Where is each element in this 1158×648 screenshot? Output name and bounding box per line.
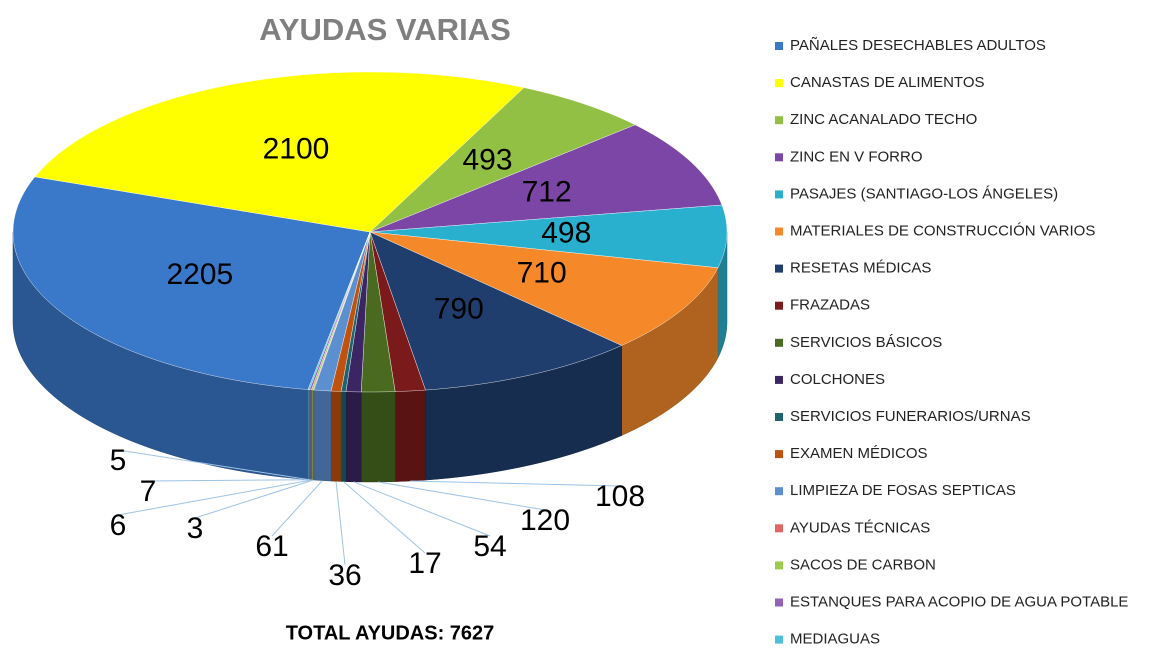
pie-slice: [307, 231, 371, 390]
pie-side: [307, 389, 310, 480]
leader-line: [410, 480, 621, 487]
value-label: 7: [140, 475, 157, 508]
leader-line: [378, 481, 546, 511]
legend-swatch: [775, 79, 783, 88]
leader-line: [335, 481, 346, 566]
legend-label: MEDIAGUAS: [790, 631, 880, 648]
legend-label: AYUDAS TÉCNICAS: [790, 519, 930, 536]
pie-side: [313, 389, 332, 482]
value-label: 5: [110, 444, 127, 477]
leader-line: [271, 480, 323, 537]
legend-swatch: [775, 450, 783, 459]
value-label: 493: [462, 143, 512, 176]
legend-label: FRAZADAS: [790, 297, 870, 314]
legend-label: COLCHONES: [790, 371, 885, 388]
legend-label: RESETAS MÉDICAS: [790, 260, 931, 277]
pie-side: [311, 389, 314, 481]
legend-swatch: [775, 598, 783, 607]
value-label: 6: [110, 509, 127, 542]
legend-label: SACOS DE CARBON: [790, 556, 936, 573]
legend-label: ESTANQUES PARA ACOPIO DE AGUA POTABLE: [790, 593, 1128, 610]
value-label: 790: [434, 292, 484, 325]
legend-swatch: [775, 524, 783, 533]
value-label: 17: [408, 547, 441, 580]
legend-label: CANASTAS DE ALIMENTOS: [790, 74, 985, 91]
legend-label: SERVICIOS FUNERARIOS/URNAS: [790, 408, 1031, 425]
pie-slice: [369, 231, 623, 391]
pie-side: [394, 389, 426, 482]
legend-swatch: [775, 375, 783, 384]
value-label: 36: [328, 559, 361, 592]
legend-swatch: [775, 116, 783, 125]
pie-side: [309, 389, 312, 481]
value-label: 712: [522, 176, 572, 209]
legend-swatch: [775, 42, 783, 50]
pie-slice: [369, 231, 719, 346]
legend-swatch: [775, 487, 783, 496]
leader-line: [194, 479, 314, 519]
legend-swatch: [775, 227, 783, 236]
legend-swatch: [775, 338, 783, 347]
pie-slice: [34, 71, 525, 233]
value-label: 2100: [263, 132, 330, 165]
legend-label: LIMPIEZA DE FOSAS SEPTICAS: [790, 482, 1016, 499]
leader-line: [343, 481, 426, 554]
value-label: 498: [541, 216, 591, 249]
value-label: 54: [473, 530, 506, 563]
pie-side: [345, 391, 362, 483]
leader-line: [147, 479, 311, 482]
legend-swatch: [775, 413, 783, 421]
total-annotation: TOTAL AYUDAS: 7627: [286, 622, 495, 644]
value-label: 108: [595, 480, 645, 513]
legend-swatch: [775, 561, 783, 570]
pie-slice: [369, 124, 723, 233]
legend-swatch: [775, 301, 783, 310]
value-label: 710: [517, 257, 567, 290]
pie-slice: [369, 204, 728, 268]
legend-swatch: [775, 153, 783, 162]
legend-swatch: [775, 190, 783, 199]
legend-label: PASAJES (SANTIAGO-LOS ÁNGELES): [790, 185, 1058, 202]
pie-slice: [12, 176, 371, 390]
legend-label: PAÑALES DESECHABLES ADULTOS: [790, 37, 1046, 54]
value-label: 120: [520, 504, 570, 537]
legend-swatch: [775, 635, 783, 644]
legend-label: ZINC EN V FORRO: [790, 148, 923, 165]
pie-slice: [369, 87, 636, 233]
chart-title: AYUDAS VARIAS: [259, 12, 511, 47]
pie-side: [340, 391, 347, 482]
legend-label: ZINC ACANALADO TECHO: [790, 111, 977, 128]
leader-line: [353, 481, 491, 537]
value-label: 61: [255, 530, 288, 563]
value-label: 3: [187, 512, 204, 545]
legend-label: MATERIALES DE CONSTRUCCIÓN VARIOS: [790, 222, 1095, 239]
pie-side: [360, 391, 396, 483]
legend-swatch: [775, 264, 783, 273]
leader-line: [117, 449, 309, 481]
leader-line: [117, 479, 313, 516]
value-label: 2205: [166, 258, 233, 291]
legend-label: EXAMEN MÉDICOS: [790, 445, 928, 462]
pie-side: [330, 390, 342, 482]
legend-label: SERVICIOS BÁSICOS: [790, 334, 942, 351]
